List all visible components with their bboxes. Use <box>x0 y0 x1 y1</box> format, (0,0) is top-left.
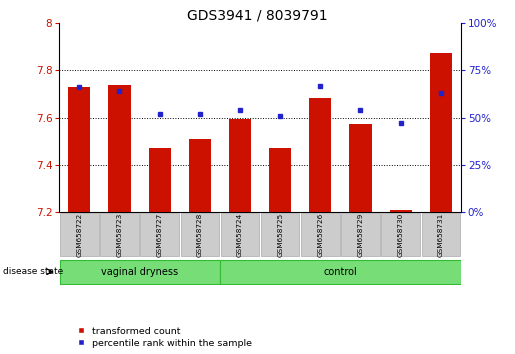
Bar <box>100 213 139 256</box>
Text: control: control <box>323 267 357 277</box>
Bar <box>310 98 331 212</box>
Bar <box>189 139 211 212</box>
Bar <box>149 148 170 212</box>
Bar <box>269 148 291 212</box>
Bar <box>68 87 90 212</box>
Text: GDS3941 / 8039791: GDS3941 / 8039791 <box>187 9 328 23</box>
Text: GSM658730: GSM658730 <box>398 212 404 257</box>
Bar <box>341 213 380 256</box>
Text: vaginal dryness: vaginal dryness <box>101 267 178 277</box>
Text: GSM658725: GSM658725 <box>277 212 283 257</box>
Bar <box>141 213 179 256</box>
Bar <box>382 213 420 256</box>
Text: GSM658723: GSM658723 <box>116 212 123 257</box>
Legend: transformed count, percentile rank within the sample: transformed count, percentile rank withi… <box>77 327 252 348</box>
Bar <box>60 213 98 256</box>
Text: GSM658727: GSM658727 <box>157 212 163 257</box>
Text: GSM658724: GSM658724 <box>237 212 243 257</box>
Bar <box>181 213 219 256</box>
Bar <box>229 119 251 212</box>
Bar <box>301 213 339 256</box>
Bar <box>109 85 130 212</box>
Bar <box>221 213 259 256</box>
Text: GSM658731: GSM658731 <box>438 212 444 257</box>
Text: GSM658726: GSM658726 <box>317 212 323 257</box>
Bar <box>390 210 411 212</box>
Text: disease state: disease state <box>3 267 63 276</box>
Text: GSM658729: GSM658729 <box>357 212 364 257</box>
Bar <box>350 124 371 212</box>
Text: GSM658722: GSM658722 <box>76 212 82 257</box>
Bar <box>430 53 452 212</box>
Text: GSM658728: GSM658728 <box>197 212 203 257</box>
Bar <box>261 213 299 256</box>
Bar <box>220 260 460 284</box>
Bar <box>422 213 460 256</box>
Bar <box>60 260 219 284</box>
